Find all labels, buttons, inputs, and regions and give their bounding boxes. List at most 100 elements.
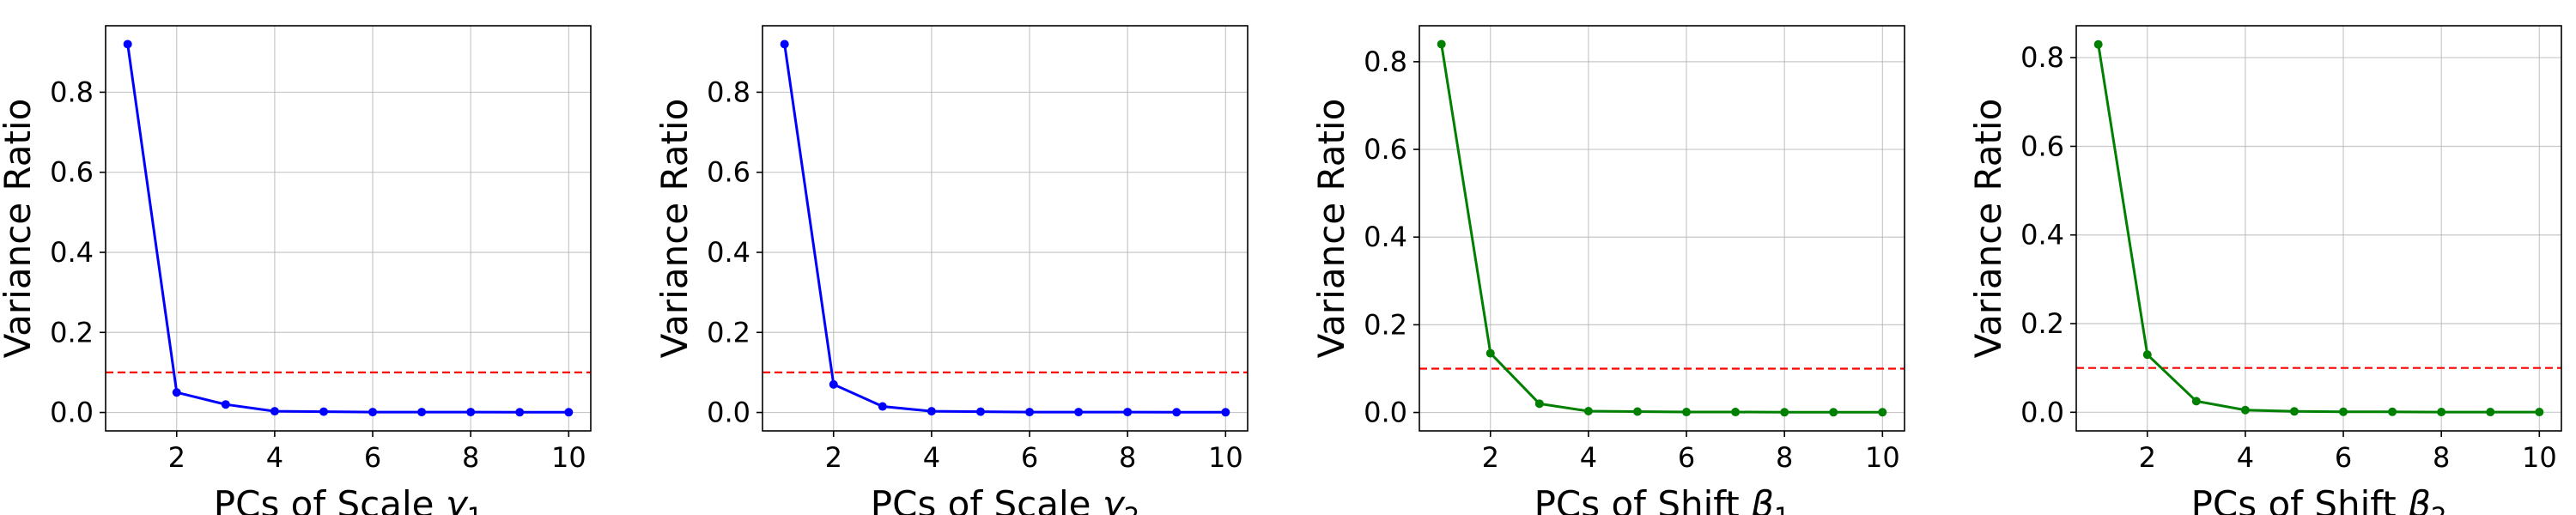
series-line: [126, 44, 569, 414]
series-line: [783, 44, 1226, 414]
y-tick-label: 0.6: [50, 156, 94, 189]
data-point: [1221, 408, 1230, 417]
series-line: [1440, 44, 1883, 414]
x-tick-label: 8: [1119, 441, 1136, 474]
data-point: [1534, 399, 1544, 409]
y-tick-label: 0.8: [707, 76, 750, 108]
y-axis-label: Variance Ratio: [653, 99, 696, 359]
data-point: [2289, 407, 2299, 416]
data-point: [1583, 407, 1593, 416]
data-point: [1682, 408, 1692, 417]
data-point: [2486, 408, 2495, 417]
data-point: [1878, 408, 1887, 417]
data-point: [975, 407, 985, 416]
x-tick-label: 4: [266, 441, 283, 474]
axes-frame: [1419, 25, 1905, 432]
x-tick-label: 4: [1580, 441, 1597, 474]
data-point: [2339, 407, 2348, 416]
panel-scale-gamma-1: 2 4 6 8 10 0.0 0.2 0.4 0.6 0.8 PCs of Scale γ1 Vari…: [0, 25, 592, 515]
series-line: [2097, 44, 2540, 414]
panel-shift-beta-2: 2 4 6 8 10 0.0 0.2 0.4 0.6 0.8 PCs of Shift β2 Vari…: [1967, 25, 2562, 515]
data-point: [319, 407, 328, 416]
data-point: [1437, 39, 1446, 49]
data-point: [2093, 39, 2103, 49]
y-tick-label: 0.4: [50, 236, 94, 269]
x-tick-label: 4: [923, 441, 940, 474]
data-point: [123, 39, 132, 49]
y-tick-label: 0.4: [2020, 219, 2064, 251]
axes-frame: [105, 25, 592, 432]
x-axis-label: PCs of Scale γ2: [871, 483, 1139, 515]
y-axis-label: Variance Ratio: [1967, 99, 2009, 359]
data-point: [2191, 397, 2201, 406]
panel-scale-gamma-2: 2 4 6 8 10 0.0 0.2 0.4 0.6 0.8 PCs of Scale γ2 Vari…: [653, 25, 1249, 515]
y-axis-label: Variance Ratio: [1310, 99, 1352, 359]
data-point: [1074, 408, 1084, 417]
y-tick-label: 0.2: [2020, 307, 2064, 340]
data-point: [2437, 408, 2446, 417]
data-point: [515, 408, 525, 417]
x-tick-label: 10: [2522, 441, 2557, 474]
axes-frame: [762, 25, 1249, 432]
data-point: [172, 388, 181, 397]
y-tick-label: 0.0: [1364, 397, 1407, 429]
data-point: [829, 379, 838, 389]
data-point: [878, 402, 887, 411]
x-axis-label: PCs of Shift β1: [1534, 483, 1790, 515]
y-tick-label: 0.8: [50, 76, 94, 108]
data-point: [1172, 408, 1182, 417]
y-tick-label: 0.6: [1364, 133, 1407, 166]
x-tick-label: 10: [1208, 441, 1243, 474]
x-tick-label: 6: [1021, 441, 1038, 474]
data-point: [270, 407, 279, 416]
data-point: [2535, 408, 2544, 417]
x-tick-label: 4: [2237, 441, 2254, 474]
data-point: [221, 400, 230, 409]
x-tick-label: 8: [1776, 441, 1793, 474]
x-tick-label: 2: [825, 441, 842, 474]
x-tick-label: 6: [2335, 441, 2352, 474]
panel-shift-beta-1: 2 4 6 8 10 0.0 0.2 0.4 0.6 0.8 PCs of Shift β1 Vari…: [1310, 25, 1905, 515]
x-tick-label: 8: [462, 441, 479, 474]
y-tick-label: 0.6: [707, 156, 750, 189]
data-point: [1780, 408, 1789, 417]
y-axis-label: Variance Ratio: [0, 99, 39, 359]
y-tick-label: 0.8: [1364, 45, 1407, 78]
data-point: [1731, 408, 1741, 417]
y-tick-label: 0.2: [1364, 308, 1407, 341]
y-tick-label: 0.8: [2020, 41, 2064, 74]
data-point: [417, 408, 427, 417]
data-point: [466, 408, 476, 417]
x-axis-label: PCs of Scale γ1: [214, 483, 483, 515]
y-tick-label: 0.0: [707, 397, 750, 429]
y-tick-label: 0.2: [50, 316, 94, 348]
data-point: [1829, 408, 1838, 417]
y-tick-label: 0.4: [1364, 221, 1407, 253]
x-tick-label: 6: [1678, 441, 1695, 474]
data-point: [927, 407, 936, 416]
y-tick-label: 0.0: [50, 397, 94, 429]
data-point: [1025, 408, 1035, 417]
data-point: [1632, 407, 1642, 416]
data-point: [2388, 407, 2397, 416]
data-point: [564, 408, 574, 417]
x-tick-label: 10: [1865, 441, 1900, 474]
axes-frame: [2075, 25, 2562, 432]
x-tick-label: 2: [168, 441, 185, 474]
x-axis-label: PCs of Shift β2: [2191, 483, 2447, 515]
x-tick-label: 8: [2433, 441, 2450, 474]
y-tick-label: 0.6: [2020, 130, 2064, 162]
data-point: [1123, 408, 1133, 417]
data-point: [1485, 348, 1495, 358]
x-tick-label: 2: [2139, 441, 2156, 474]
x-tick-label: 6: [364, 441, 381, 474]
x-tick-label: 2: [1482, 441, 1499, 474]
data-point: [2240, 405, 2250, 415]
y-tick-label: 0.2: [707, 316, 750, 348]
data-point: [368, 408, 378, 417]
data-point: [2142, 350, 2152, 360]
x-tick-label: 10: [551, 441, 586, 474]
y-tick-label: 0.4: [707, 236, 750, 269]
data-point: [780, 39, 789, 49]
